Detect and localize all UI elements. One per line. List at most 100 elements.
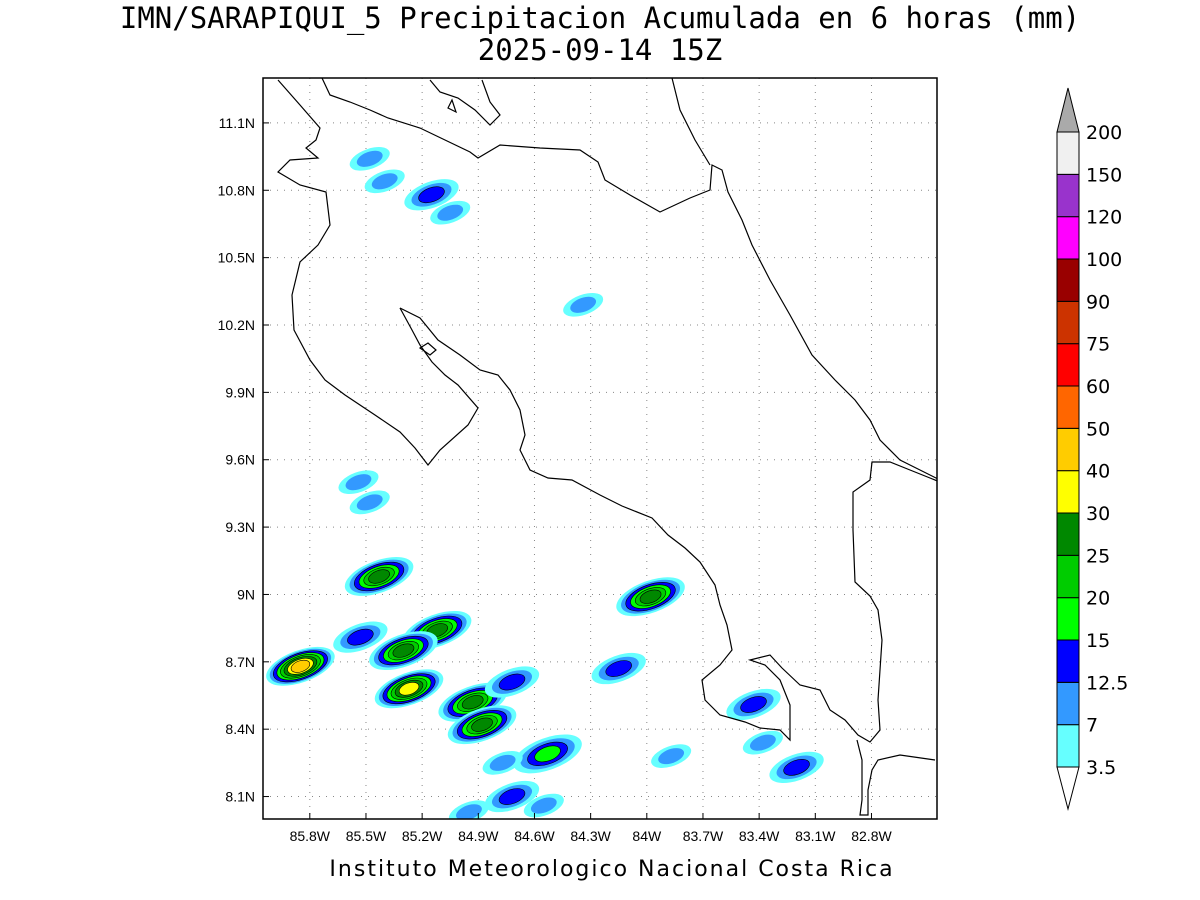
lon-tick-label: 85.8W [290,828,331,844]
map-title: IMN/SARAPIQUI_5 Precipitacion Acumulada … [120,1,1080,36]
rain-contour [658,748,685,765]
rain-contour [498,673,526,691]
colorbar-level-label: 150 [1086,164,1122,186]
lon-tick-label: 85.2W [402,828,443,844]
rain-cell [769,751,824,783]
rain-cell [726,688,781,721]
san-juan-river [671,78,711,166]
rain-contour [530,797,557,814]
lon-tick-label: 83.7W [683,828,724,844]
colorbar-level-label: 90 [1086,291,1110,313]
pacific-coast-nicoya [277,79,479,466]
colorbar-swatch [1056,724,1080,768]
rain-cell [266,646,335,686]
rain-contour [570,296,597,313]
colorbar-level-label: 75 [1086,334,1110,356]
colorbar-swatch [1056,258,1080,302]
colorbar-level-label: 60 [1086,376,1110,398]
rain-cell [484,666,540,698]
rain-cell [430,200,471,225]
rain-cell [513,734,582,774]
colorbar-swatch [1056,427,1080,472]
rain-cell [482,751,523,775]
lat-tick-label: 8.1N [225,789,255,805]
lon-tick-label: 84.3W [570,828,611,844]
rain-contour [418,186,445,204]
colorbar-swatch [1056,470,1080,514]
nicaragua-lake-shore [429,79,501,126]
colorbar-level-label: 120 [1086,207,1122,229]
colorbar-swatch [1056,216,1080,260]
burica-peninsula [856,739,936,816]
rain-contour [368,569,390,584]
rain-cell [523,793,564,818]
lat-tick-label: 9.9N [225,384,255,400]
rain-contour [290,659,311,673]
lat-tick-label: 9.6N [225,452,255,468]
rain-contour [345,474,372,491]
colorbar-level-label: 25 [1086,545,1110,567]
colorbar-swatch [1056,300,1080,345]
lon-tick-label: 84W [632,828,662,844]
islet [447,98,458,114]
rain-contour [749,734,776,751]
rain-contour [392,643,415,658]
lat-tick-label: 10.2N [218,317,255,333]
colorbar-swatch [1056,131,1080,175]
rain-cell [448,800,489,819]
colorbar-swatch [1056,597,1080,641]
colorbar-swatch [1056,343,1080,387]
lon-tick-label: 84.6W [514,828,555,844]
rain-cell [369,631,438,671]
colorbar-swatch [1056,554,1080,599]
lon-tick-label: 82.8W [851,828,892,844]
lat-tick-label: 9N [237,586,255,602]
rain-cell [591,652,646,685]
lat-tick-label: 10.8N [218,182,255,198]
colorbar-level-label: 30 [1086,503,1110,525]
rain-cell [563,292,604,317]
rain-cell [742,730,783,755]
caribbean-coast [321,78,937,480]
coastline [277,78,937,816]
colorbar-max-arrow [1056,87,1080,133]
colorbar-level-label: 20 [1086,588,1110,610]
rain-contour [639,589,662,604]
rain-contour [783,759,810,776]
colorbar-swatch [1056,681,1080,726]
rain-cell [344,557,414,596]
rain-cell [338,470,379,495]
lat-tick-label: 11.1N [219,115,255,131]
footer-credit: Instituto Meteorologico Nacional Costa R… [329,857,894,882]
lat-tick-label: 8.4N [225,721,255,737]
map-panel: 85.8W 85.5W 85.2W 84.9W 84.6W 84.3W 84W 83.7W 83… [218,77,938,844]
map-subtitle-date: 2025-09-14 15Z [478,33,722,67]
rain-cell [404,179,459,211]
rain-contour [740,696,767,713]
rain-contour [605,660,632,677]
rain-contour [347,628,374,646]
rain-contour [398,682,420,696]
lat-tick-label: 9.3N [225,519,255,535]
rain-contour [489,754,516,771]
colorbar-swatch [1056,385,1080,429]
rain-cell [616,577,685,617]
pacific-coast-south [399,307,937,743]
map-frame [262,77,938,820]
lon-tick-label: 85.5W [346,828,387,844]
lat-tick-label: 8.7N [225,654,255,670]
rain-contour [456,804,482,819]
colorbar-legend: 3.5 7 12.5 15 20 25 30 40 50 60 75 90 100 120 150 200 [1056,87,1128,811]
colorbar-level-label: 40 [1086,461,1110,483]
rain-contour [471,717,493,732]
colorbar-level-label: 7 [1086,715,1098,737]
precipitation-field [266,147,824,819]
rain-contour [534,745,561,763]
colorbar-level-label: 12.5 [1086,672,1128,694]
chira-island [418,342,437,356]
rain-contour [461,695,484,710]
rain-contour [498,788,526,805]
rain-cell [651,744,692,768]
colorbar-min-arrow [1056,766,1080,811]
